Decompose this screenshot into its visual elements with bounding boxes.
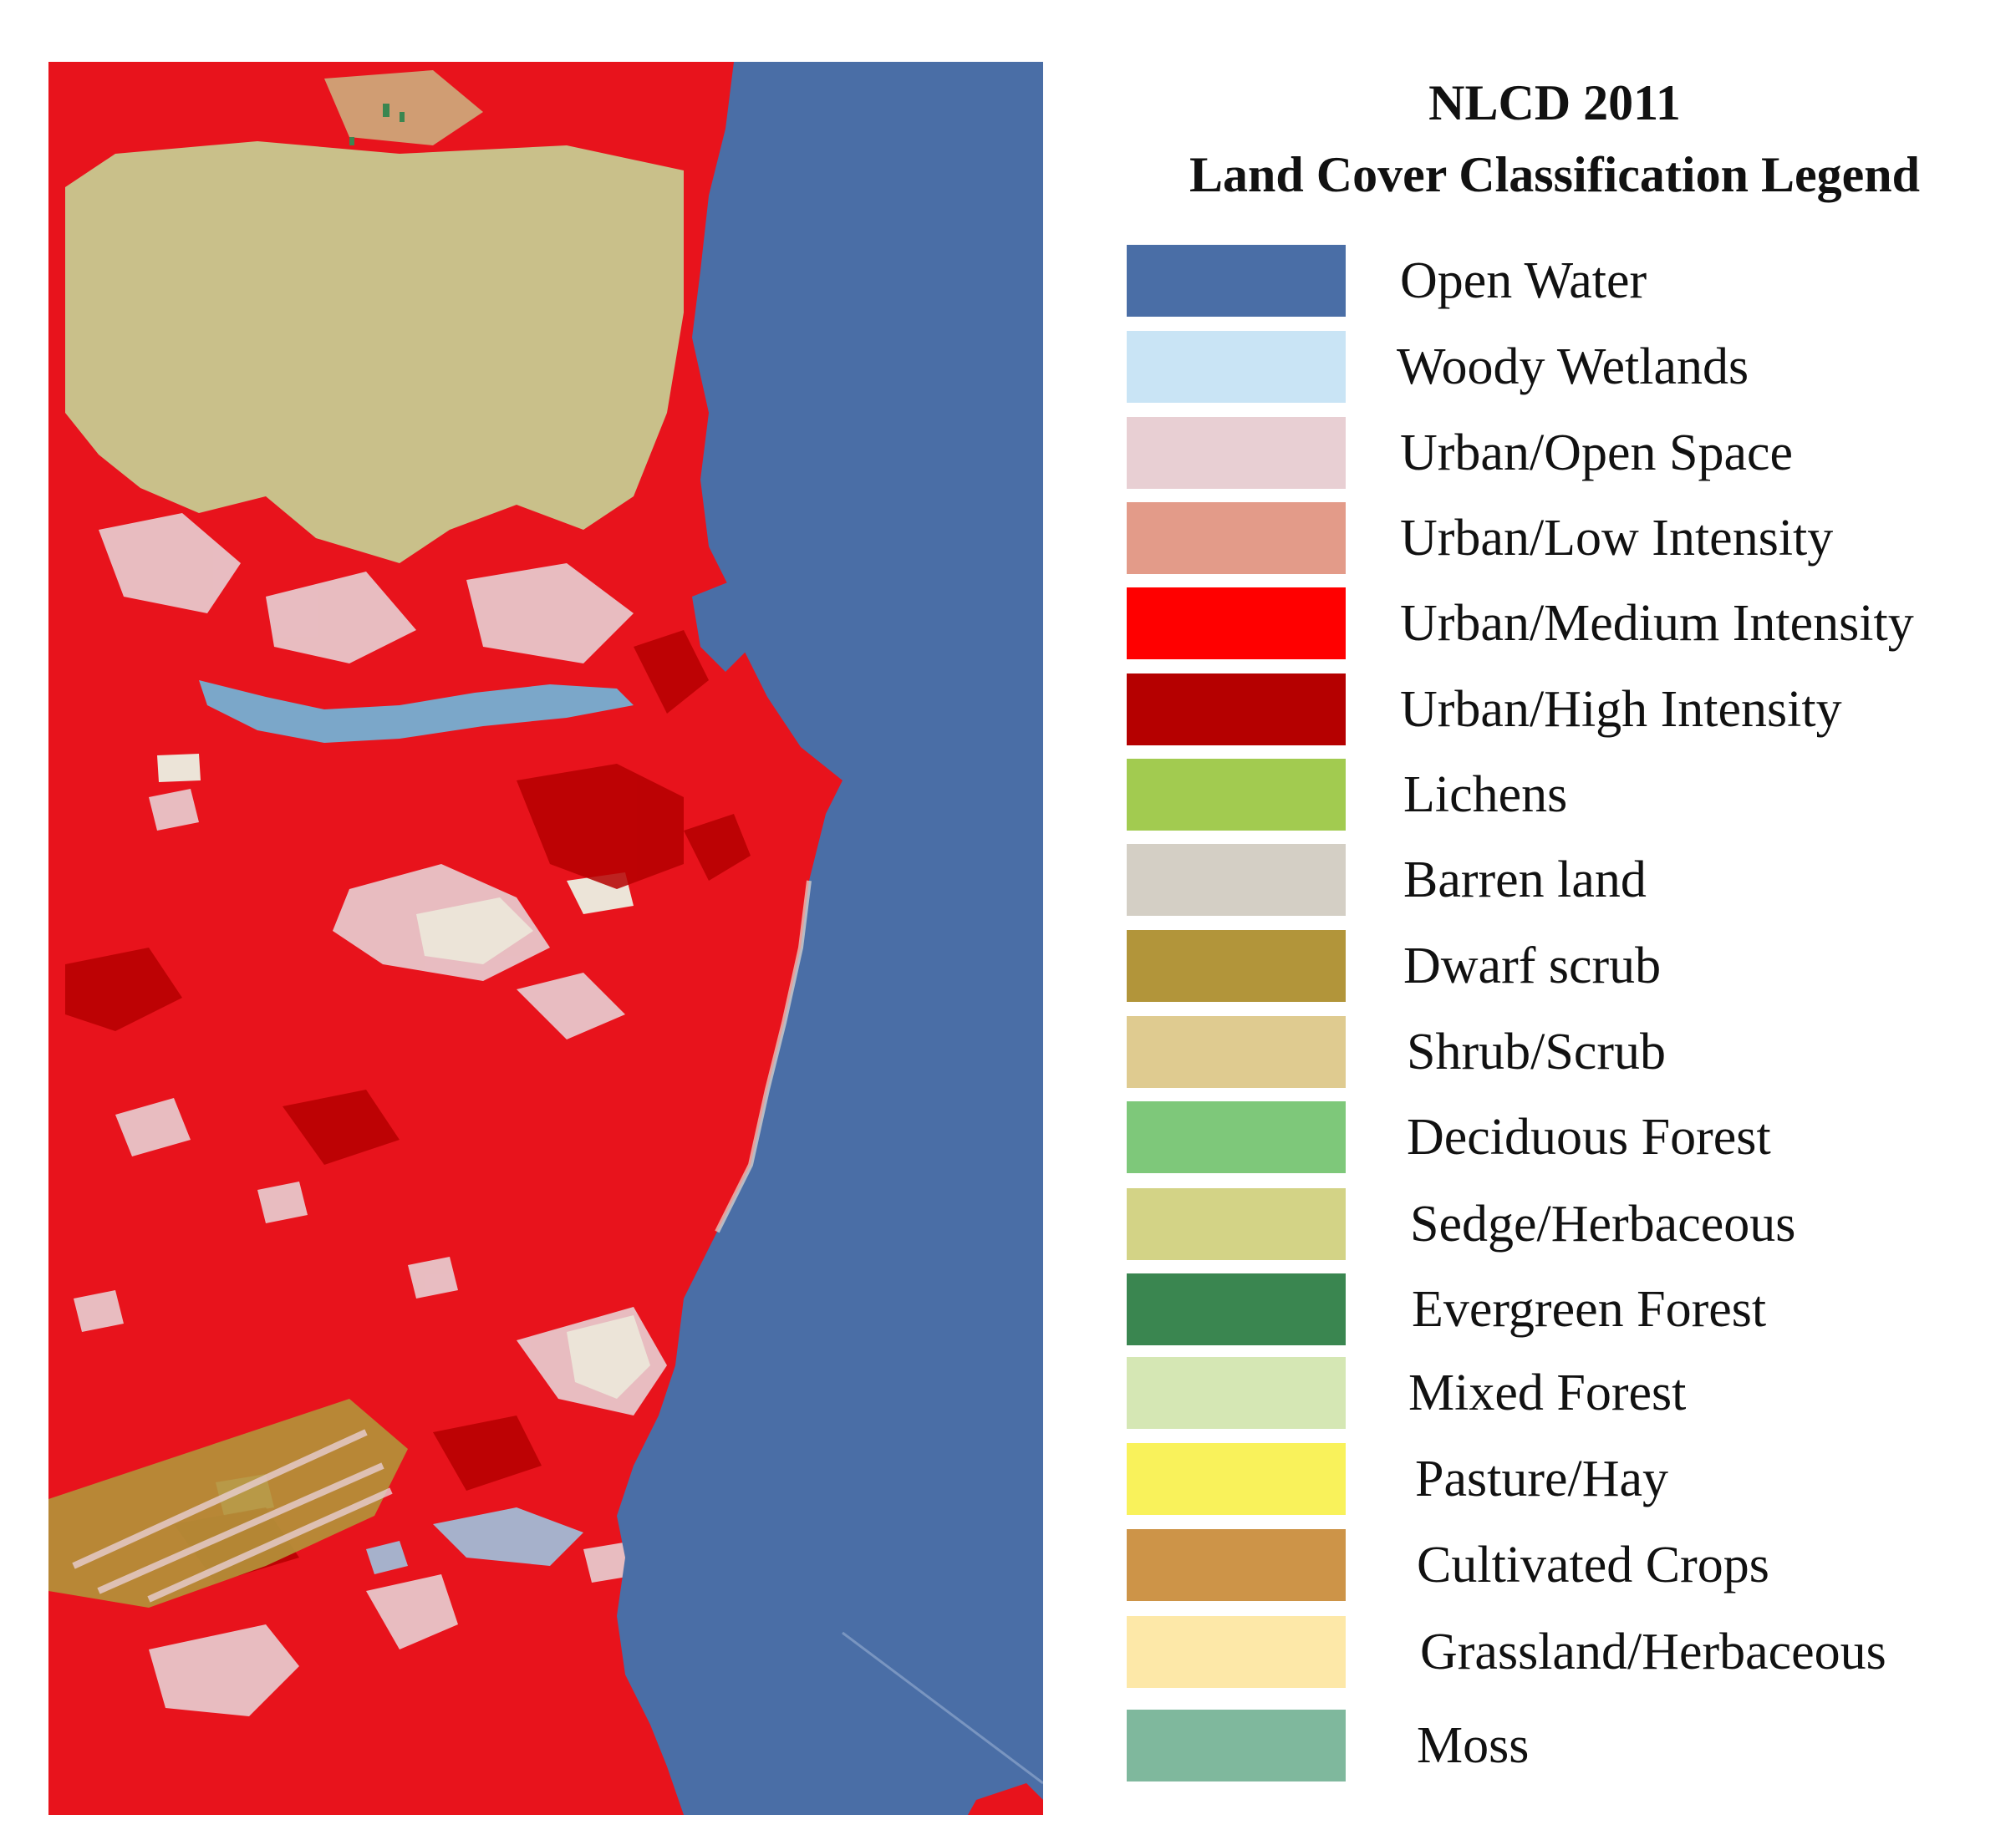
legend-label: Cultivated Crops — [1417, 1537, 1769, 1593]
legend-item: Cultivated Crops — [1103, 1529, 2006, 1601]
legend-item: Woody Wetlands — [1103, 331, 2006, 403]
legend-label: Evergreen Forest — [1412, 1281, 1767, 1338]
legend-swatch — [1127, 673, 1346, 745]
map-sedge-area — [65, 141, 684, 563]
legend-label: Urban/Open Space — [1400, 424, 1793, 481]
legend-swatch — [1127, 502, 1346, 574]
legend-item: Pasture/Hay — [1103, 1443, 2006, 1515]
legend-label: Moss — [1417, 1717, 1530, 1774]
legend-title-line-2: Land Cover Classification Legend — [1189, 147, 1920, 202]
legend: NLCD 2011 Land Cover Classification Lege… — [1103, 58, 2016, 1797]
legend-label: Deciduous Forest — [1407, 1109, 1771, 1166]
legend-label: Urban/Low Intensity — [1400, 510, 1834, 567]
legend-swatch — [1127, 1710, 1346, 1781]
legend-swatch — [1127, 1529, 1346, 1601]
legend-swatch — [1127, 1188, 1346, 1260]
map-evergreen-specks — [349, 104, 405, 145]
map-open-water — [617, 62, 1043, 1815]
map-sedge-patch — [324, 70, 483, 145]
legend-item: Barren land — [1103, 844, 2006, 916]
legend-swatch — [1127, 1616, 1346, 1688]
map-scrub-streaks — [72, 1429, 393, 1603]
legend-label: Grassland/Herbaceous — [1420, 1624, 1886, 1680]
map-river — [199, 680, 634, 743]
map-coastal-wetlands — [366, 1507, 583, 1574]
legend-label: Barren land — [1403, 851, 1647, 908]
legend-label: Sedge/Herbaceous — [1410, 1196, 1796, 1253]
legend-item: Moss — [1103, 1710, 2006, 1781]
legend-swatch — [1127, 587, 1346, 659]
legend-item: Deciduous Forest — [1103, 1101, 2006, 1173]
legend-label: Urban/Medium Intensity — [1400, 595, 1914, 652]
legend-item: Grassland/Herbaceous — [1103, 1616, 2006, 1688]
legend-swatch — [1127, 1443, 1346, 1515]
legend-item: Sedge/Herbaceous — [1103, 1188, 2006, 1260]
legend-swatch — [1127, 759, 1346, 831]
land-cover-map-canvas — [48, 62, 1043, 1815]
legend-swatch — [1127, 417, 1346, 489]
legend-item: Dwarf scrub — [1103, 930, 2006, 1002]
legend-item: Mixed Forest — [1103, 1357, 2006, 1429]
legend-label: Open Water — [1400, 252, 1647, 309]
map-water-streak — [842, 1631, 1043, 1785]
legend-label: Pasture/Hay — [1415, 1451, 1669, 1507]
map-southeast-fleck — [968, 1783, 1043, 1815]
legend-item: Shrub/Scrub — [1103, 1016, 2006, 1088]
legend-swatch — [1127, 1273, 1346, 1345]
legend-label: Shrub/Scrub — [1407, 1024, 1666, 1080]
legend-swatch — [1127, 245, 1346, 317]
legend-swatch — [1127, 1101, 1346, 1173]
legend-swatch — [1127, 930, 1346, 1002]
map-barren-patches — [157, 754, 650, 1399]
legend-item: Open Water — [1103, 245, 2006, 317]
legend-item: Urban/High Intensity — [1103, 673, 2006, 745]
land-cover-map — [48, 62, 1043, 1815]
legend-title-line-1: NLCD 2011 — [1428, 75, 1681, 130]
legend-label: Urban/High Intensity — [1400, 681, 1842, 738]
legend-swatch — [1127, 1357, 1346, 1429]
legend-item: Urban/Open Space — [1103, 417, 2006, 489]
legend-title: NLCD 2011 Land Cover Classification Lege… — [1103, 67, 2006, 211]
legend-item: Lichens — [1103, 759, 2006, 831]
legend-item: Urban/Medium Intensity — [1103, 587, 2006, 659]
legend-swatch — [1127, 844, 1346, 916]
legend-swatch — [1127, 331, 1346, 403]
legend-swatch — [1127, 1016, 1346, 1088]
legend-label: Lichens — [1403, 766, 1568, 823]
legend-label: Woody Wetlands — [1397, 338, 1749, 395]
map-beach-strip — [715, 880, 812, 1233]
legend-item: Evergreen Forest — [1103, 1273, 2006, 1345]
map-inlet — [692, 580, 751, 672]
legend-label: Dwarf scrub — [1403, 938, 1662, 994]
legend-label: Mixed Forest — [1408, 1365, 1687, 1421]
legend-item: Urban/Low Intensity — [1103, 502, 2006, 574]
